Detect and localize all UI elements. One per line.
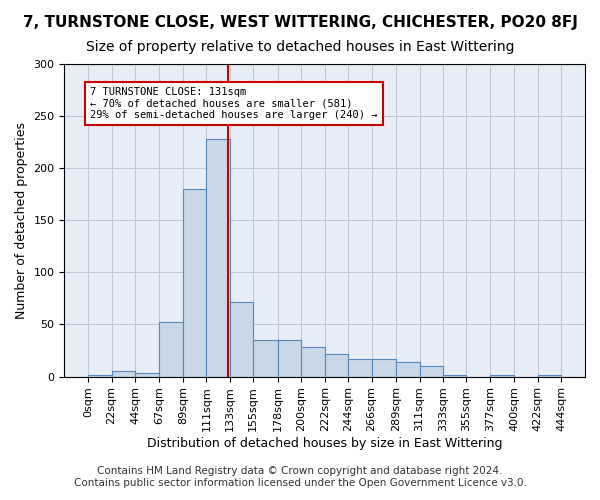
Text: Size of property relative to detached houses in East Wittering: Size of property relative to detached ho… [86, 40, 514, 54]
Text: 7, TURNSTONE CLOSE, WEST WITTERING, CHICHESTER, PO20 8FJ: 7, TURNSTONE CLOSE, WEST WITTERING, CHIC… [23, 15, 577, 30]
Bar [371, 359, 396, 376]
Bar [538, 374, 562, 376]
Bar [419, 366, 443, 376]
Bar [348, 359, 371, 376]
Bar [112, 372, 135, 376]
Bar [278, 340, 301, 376]
Bar [490, 374, 514, 376]
X-axis label: Distribution of detached houses by size in East Wittering: Distribution of detached houses by size … [147, 437, 502, 450]
Bar [253, 340, 278, 376]
Bar [443, 374, 466, 376]
Text: Contains HM Land Registry data © Crown copyright and database right 2024.
Contai: Contains HM Land Registry data © Crown c… [74, 466, 526, 487]
Bar [396, 362, 419, 376]
Bar [88, 374, 112, 376]
Text: 7 TURNSTONE CLOSE: 131sqm
← 70% of detached houses are smaller (581)
29% of semi: 7 TURNSTONE CLOSE: 131sqm ← 70% of detac… [90, 87, 377, 120]
Bar [135, 374, 160, 376]
Bar [206, 139, 230, 376]
Y-axis label: Number of detached properties: Number of detached properties [15, 122, 28, 319]
Bar [160, 322, 183, 376]
Bar [230, 302, 253, 376]
Bar [325, 354, 348, 376]
Bar [301, 348, 325, 376]
Bar [183, 189, 206, 376]
